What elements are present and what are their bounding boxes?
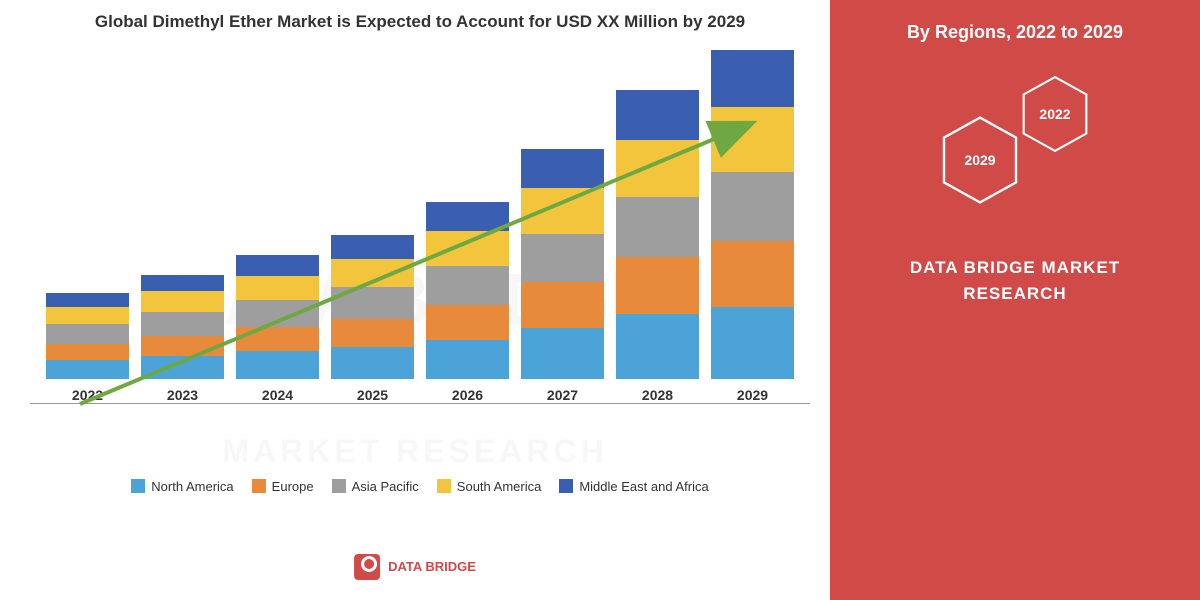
bar-segment	[426, 340, 510, 379]
legend-color	[559, 479, 573, 493]
bar-label: 2023	[167, 387, 198, 403]
legend-item: Middle East and Africa	[559, 479, 708, 494]
bar-segment	[521, 149, 605, 188]
footer-logo: DATA BRIDGE	[354, 554, 476, 580]
hexagon-2022: 2022	[1020, 75, 1090, 153]
legend-color	[437, 479, 451, 493]
bar-segment	[236, 327, 320, 351]
bar-segment	[331, 235, 415, 259]
bar-segment	[521, 188, 605, 234]
bar-segment	[46, 293, 130, 307]
bar-segment	[331, 287, 415, 319]
bar-segment	[236, 276, 320, 300]
bar-segment	[616, 90, 700, 141]
bar-stack	[46, 293, 130, 379]
bar-segment	[711, 241, 795, 307]
bar-label: 2025	[357, 387, 388, 403]
bar-segment	[46, 344, 130, 361]
bar-label: 2022	[72, 387, 103, 403]
bar-segment	[331, 319, 415, 347]
bar-stack	[616, 90, 700, 379]
brand-line2: RESEARCH	[850, 281, 1180, 307]
legend-color	[131, 479, 145, 493]
bar-segment	[711, 50, 795, 107]
bar-segment	[521, 328, 605, 379]
bar-segment	[141, 356, 225, 379]
legend-item: South America	[437, 479, 542, 494]
bar-segment	[236, 351, 320, 379]
bar-label: 2027	[547, 387, 578, 403]
brand-line1: DATA BRIDGE MARKET	[850, 255, 1180, 281]
hex2-label: 2022	[1039, 106, 1070, 122]
bar-segment	[331, 259, 415, 287]
bar-segment	[521, 282, 605, 328]
bar-group: 2029	[711, 50, 795, 403]
bar-segment	[46, 360, 130, 378]
bar-segment	[426, 305, 510, 340]
bar-segment	[711, 172, 795, 241]
bar-label: 2028	[642, 387, 673, 403]
chart-wrapper: 2022 2023 2024 2025 2026 2027 2028 2029	[30, 54, 810, 454]
bar-segment	[46, 307, 130, 324]
hexagon-2029: 2029	[940, 115, 1020, 205]
bar-stack	[236, 255, 320, 378]
footer-logo-icon	[354, 554, 380, 580]
bar-group: 2024	[236, 255, 320, 402]
bar-stack	[521, 149, 605, 378]
legend-item: Europe	[252, 479, 314, 494]
legend-label: South America	[457, 479, 542, 494]
legend: North America Europe Asia Pacific South Ame…	[30, 479, 810, 494]
bar-segment	[236, 300, 320, 328]
legend-color	[332, 479, 346, 493]
hexagons-container: 2029 2022	[850, 75, 1180, 215]
brand-name: DATA BRIDGE MARKET RESEARCH	[850, 255, 1180, 306]
bar-segment	[616, 257, 700, 314]
bar-group: 2023	[141, 275, 225, 403]
bar-label: 2026	[452, 387, 483, 403]
bar-group: 2028	[616, 90, 700, 403]
bar-stack	[711, 50, 795, 379]
bar-segment	[711, 107, 795, 171]
bar-segment	[711, 307, 795, 379]
footer-logo-text: DATA BRIDGE	[388, 559, 476, 575]
bar-segment	[141, 312, 225, 336]
bar-segment	[141, 275, 225, 292]
bar-group: 2026	[426, 202, 510, 403]
legend-item: North America	[131, 479, 233, 494]
bar-segment	[616, 140, 700, 197]
bar-segment	[426, 231, 510, 266]
bar-group: 2022	[46, 293, 130, 403]
chart-title: Global Dimethyl Ether Market is Expected…	[30, 10, 810, 34]
bar-segment	[521, 234, 605, 282]
chart-area: DATA BRIDGE MARKET RESEARCH Global Dimet…	[0, 0, 830, 600]
hex1-label: 2029	[964, 152, 995, 168]
bar-stack	[141, 275, 225, 379]
bar-stack	[331, 235, 415, 379]
bar-group: 2025	[331, 235, 415, 403]
bar-segment	[141, 291, 225, 311]
bar-label: 2029	[737, 387, 768, 403]
bar-label: 2024	[262, 387, 293, 403]
legend-color	[252, 479, 266, 493]
legend-label: Europe	[272, 479, 314, 494]
bar-segment	[616, 314, 700, 378]
bar-segment	[426, 266, 510, 305]
bar-segment	[426, 202, 510, 231]
bar-segment	[141, 336, 225, 356]
legend-label: North America	[151, 479, 233, 494]
bar-segment	[236, 255, 320, 275]
right-panel-title: By Regions, 2022 to 2029	[850, 20, 1180, 45]
bar-segment	[616, 197, 700, 257]
bar-group: 2027	[521, 149, 605, 402]
bar-segment	[331, 347, 415, 379]
legend-item: Asia Pacific	[332, 479, 419, 494]
bar-stack	[426, 202, 510, 379]
legend-label: Asia Pacific	[352, 479, 419, 494]
right-panel: By Regions, 2022 to 2029 2029 2022 DATA …	[830, 0, 1200, 600]
legend-label: Middle East and Africa	[579, 479, 708, 494]
bars-container: 2022 2023 2024 2025 2026 2027 2028 2029	[30, 54, 810, 404]
bar-segment	[46, 324, 130, 344]
